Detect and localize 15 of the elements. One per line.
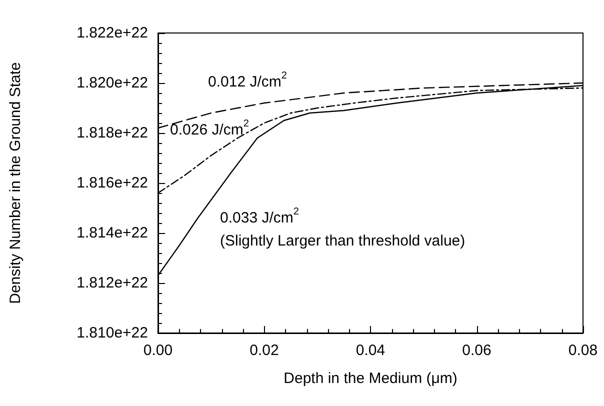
y-tick-label: 1.816e+22 bbox=[76, 174, 148, 192]
y-tick-label: 1.812e+22 bbox=[76, 274, 148, 292]
annotation: (Slightly Larger than threshold value) bbox=[220, 232, 466, 250]
y-tick-label: 1.822e+22 bbox=[76, 24, 148, 42]
y-axis-title: Density Number in the Ground State bbox=[7, 62, 24, 304]
x-tick-label: 0.04 bbox=[356, 342, 386, 359]
x-tick-label: 0.02 bbox=[250, 342, 279, 359]
y-tick-label: 1.818e+22 bbox=[76, 124, 148, 142]
y-tick-label: 1.810e+22 bbox=[76, 324, 148, 342]
x-axis-title: Depth in the Medium (μm) bbox=[284, 370, 458, 387]
y-tick-label: 1.820e+22 bbox=[76, 74, 148, 92]
x-tick-label: 0.08 bbox=[568, 342, 598, 359]
x-tick-label: 0.06 bbox=[462, 342, 492, 359]
x-tick-label: 0.00 bbox=[143, 342, 173, 359]
y-tick-label: 1.814e+22 bbox=[76, 224, 148, 242]
